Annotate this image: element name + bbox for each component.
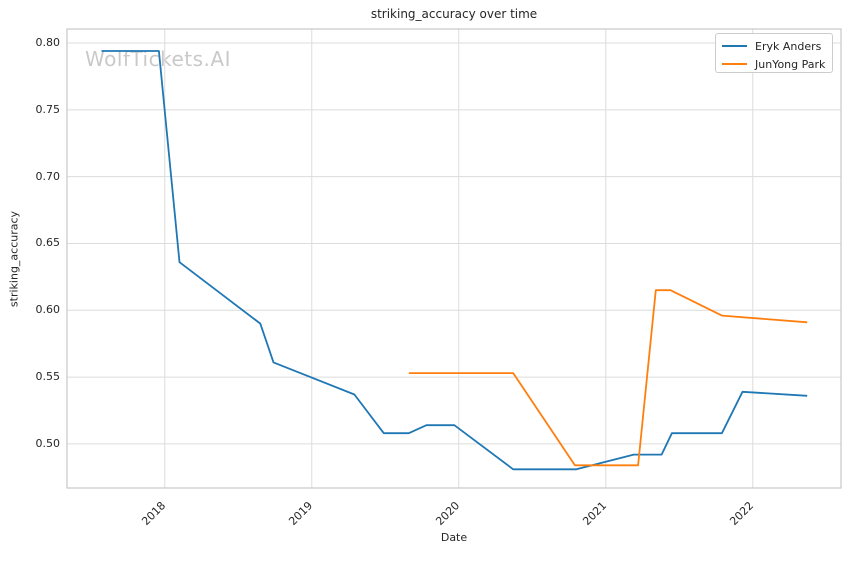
axes-spines [66, 28, 842, 489]
y-tick-label: 0.55 [35, 370, 61, 384]
series-line-junyong-park [408, 289, 808, 467]
series-line-eryk-anders [101, 50, 808, 471]
y-tick-label: 0.80 [35, 36, 61, 50]
legend-entry: Eryk Anders [722, 37, 824, 55]
y-tick-label: 0.50 [35, 436, 61, 450]
x-axis-label: Date [440, 531, 468, 544]
y-tick-label: 0.65 [35, 236, 61, 250]
legend-line-swatch [722, 63, 747, 65]
y-axis-label: striking_accuracy [7, 210, 21, 308]
y-tick-label: 0.60 [35, 303, 61, 317]
legend-entry: JunYong Park [722, 55, 826, 73]
legend: Eryk Anders JunYong Park [715, 33, 833, 73]
chart-title: striking_accuracy over time [370, 7, 538, 21]
y-tick-label: 0.75 [35, 102, 61, 116]
legend-label: JunYong Park [755, 57, 826, 71]
legend-label: Eryk Anders [755, 39, 822, 53]
y-tick-label: 0.70 [35, 169, 61, 183]
legend-line-swatch [722, 45, 747, 47]
